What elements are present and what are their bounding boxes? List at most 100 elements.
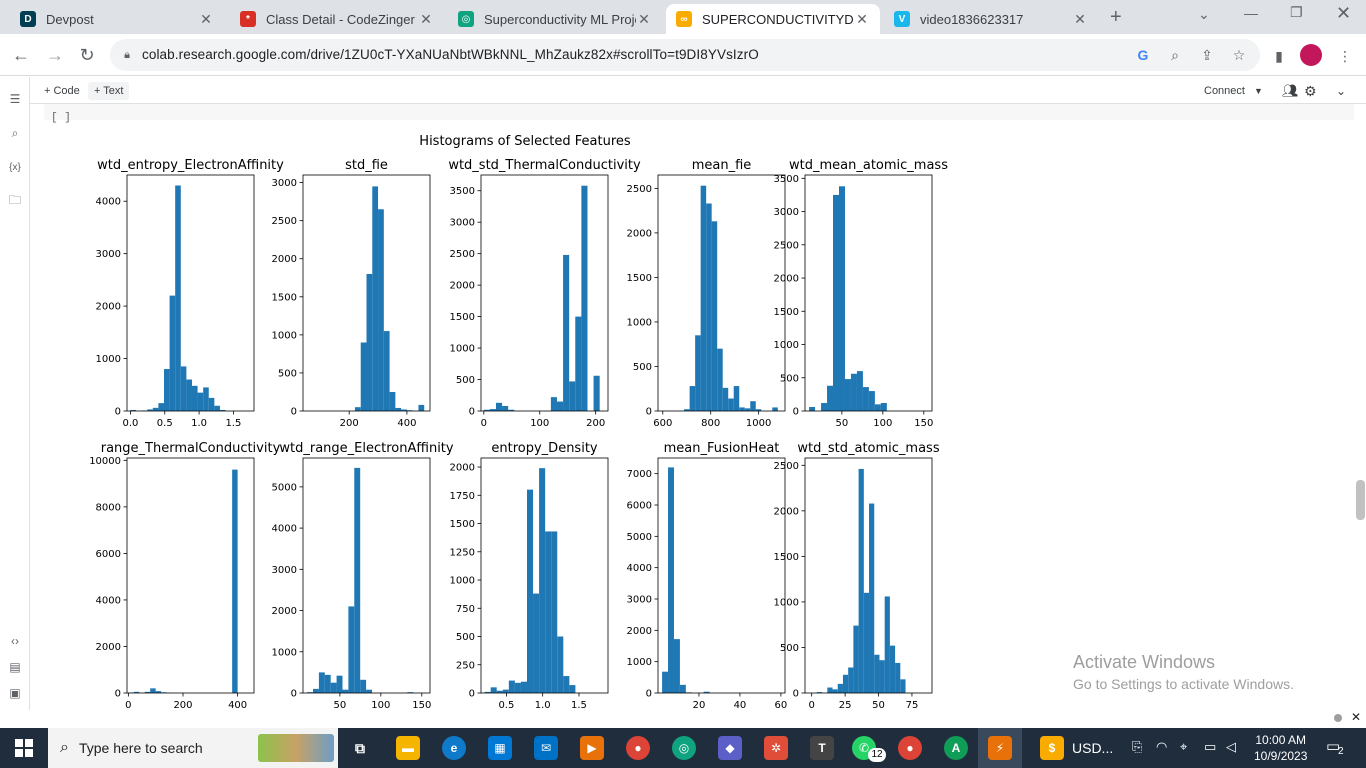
minimize-icon[interactable]: —: [1244, 5, 1258, 21]
histogram-bar: [318, 672, 325, 693]
file-explorer-icon[interactable]: ▬: [396, 736, 420, 760]
lock-icon[interactable]: 🔒︎: [124, 48, 130, 61]
terminal-icon[interactable]: ▣: [9, 686, 21, 700]
location-icon[interactable]: ⌖: [1180, 739, 1188, 754]
y-tick-label: 500: [456, 375, 475, 386]
y-tick-label: 2500: [774, 240, 799, 251]
add-text-button[interactable]: + Text: [88, 82, 130, 100]
taskbar-clock[interactable]: 10:00 AM 10/9/2023: [1254, 732, 1307, 764]
close-tab-icon[interactable]: ✕: [420, 10, 432, 27]
histogram-bar: [869, 503, 875, 693]
command-palette-icon[interactable]: ▤: [9, 660, 21, 674]
notification-icon[interactable]: ▭: [1326, 738, 1341, 755]
forward-arrow-icon[interactable]: →: [46, 44, 64, 65]
battery-icon[interactable]: ▭: [1204, 739, 1217, 754]
axes-frame: [302, 457, 431, 694]
mail-icon[interactable]: ✉: [534, 736, 558, 760]
bookmark-star-icon[interactable]: ☆: [1232, 46, 1246, 63]
share-icon[interactable]: ⇪: [1201, 46, 1213, 63]
histogram-bar: [889, 645, 896, 693]
restore-icon[interactable]: ❐: [1290, 4, 1303, 20]
chatgpt-app-icon[interactable]: ◎: [672, 736, 696, 760]
variables-icon[interactable]: {x}: [9, 161, 21, 173]
axes-frame: [126, 457, 255, 694]
google-icon[interactable]: G: [1137, 47, 1149, 63]
profile-avatar[interactable]: [1300, 44, 1322, 66]
histogram-bar: [520, 681, 527, 693]
start-button[interactable]: [0, 728, 48, 768]
connect-button[interactable]: Connect: [1204, 85, 1245, 97]
share-people-icon[interactable]: 👥︎: [1282, 83, 1299, 98]
collapse-chevron-icon[interactable]: ⌄: [1336, 84, 1347, 98]
store-icon[interactable]: ▦: [488, 736, 512, 760]
axes-frame: [480, 457, 609, 694]
url-text[interactable]: colab.research.google.com/drive/1ZU0cT-Y…: [142, 47, 759, 62]
x-tick-label: 100: [371, 700, 390, 710]
back-arrow-icon[interactable]: ←: [12, 44, 30, 65]
new-tab-button[interactable]: +: [1110, 6, 1122, 28]
histogram-bar: [147, 409, 153, 411]
chrome-profile-icon[interactable]: ●: [898, 736, 922, 760]
close-tab-icon[interactable]: ✕: [638, 10, 650, 27]
task-view-icon[interactable]: ⧉: [355, 739, 365, 756]
code-snippets-icon[interactable]: ‹›: [11, 634, 19, 648]
search-icon: ⌕: [60, 739, 69, 756]
app-red-icon[interactable]: ✲: [764, 736, 788, 760]
wifi-icon[interactable]: ◠: [1156, 739, 1168, 754]
close-tab-icon[interactable]: ✕: [200, 10, 212, 27]
app-t-icon[interactable]: T: [810, 736, 834, 760]
edge-icon[interactable]: e: [442, 736, 466, 760]
histogram-bar: [556, 401, 564, 411]
cell-run-indicator[interactable]: [ ]: [51, 112, 71, 124]
y-tick-label: 2000: [450, 281, 475, 292]
histogram-bar: [378, 209, 384, 411]
browser-tab-4[interactable]: ∞ SUPERCONDUCTIVITYDATA.✕: [666, 4, 880, 34]
histogram-bar: [401, 409, 407, 411]
close-tab-icon[interactable]: ✕: [856, 10, 868, 27]
histogram-bar: [495, 402, 503, 411]
histogram-bar: [508, 680, 515, 693]
side-panel-icon[interactable]: ▮: [1275, 47, 1283, 64]
browser-tab-1[interactable]: D Devpost ✕: [10, 4, 224, 34]
tray-usd-label[interactable]: USD...: [1072, 740, 1114, 756]
folder-icon[interactable]: 🗀: [8, 192, 21, 207]
omnibox[interactable]: 🔒︎ colab.research.google.com/drive/1ZU0c…: [110, 39, 1260, 71]
active-app-icon[interactable]: ⚡: [988, 736, 1012, 760]
reload-icon[interactable]: ↻: [79, 44, 95, 65]
y-tick-label: 3000: [96, 249, 121, 260]
clipchamp-icon[interactable]: ◆: [718, 736, 742, 760]
settings-gear-icon[interactable]: ⚙: [1304, 82, 1317, 99]
chrome-profile-a-icon[interactable]: A: [944, 736, 968, 760]
volume-icon[interactable]: ◁: [1226, 739, 1236, 754]
kebab-menu-icon[interactable]: ⋮: [1338, 47, 1352, 64]
currency-icon[interactable]: $: [1040, 736, 1064, 760]
browser-tab-2[interactable]: * Class Detail - CodeZinger ✕: [230, 4, 444, 34]
histogram-bar: [717, 348, 723, 411]
browser-tab-3[interactable]: ◎ Superconductivity ML Proje ✕: [448, 4, 662, 34]
y-tick-label: 1750: [450, 491, 475, 502]
zoom-icon[interactable]: ⌕: [1171, 46, 1179, 63]
code-cell[interactable]: [44, 104, 1354, 120]
connect-dropdown-icon[interactable]: ▼: [1254, 86, 1263, 96]
histogram-bar: [821, 403, 828, 411]
chrome-icon[interactable]: ●: [626, 736, 650, 760]
close-panel-icon[interactable]: ✕: [1351, 710, 1362, 724]
histogram-bar: [557, 636, 564, 693]
meet-now-icon[interactable]: ⎘: [1132, 739, 1143, 754]
x-tick-label: 50: [872, 700, 885, 710]
media-player-icon[interactable]: ▶: [580, 736, 604, 760]
histogram-bar: [175, 185, 181, 411]
page-scrollbar[interactable]: [1356, 480, 1365, 520]
close-window-icon[interactable]: ✕: [1336, 3, 1352, 23]
add-code-button[interactable]: + Code: [44, 85, 80, 97]
histogram-bar: [827, 385, 834, 411]
close-tab-icon[interactable]: ✕: [1074, 10, 1086, 27]
toc-icon[interactable]: ☰: [9, 92, 21, 106]
y-tick-label: 1500: [774, 307, 799, 318]
devpost-icon: D: [20, 11, 36, 27]
tab-search-icon[interactable]: ⌄: [1198, 6, 1210, 22]
search-icon[interactable]: ⌕: [11, 125, 19, 140]
taskbar-search[interactable]: ⌕ Type here to search: [48, 728, 338, 768]
colab-toolbar: + Code + Text Connect ▼ 👥︎ ⚙ ⌄: [0, 77, 1366, 104]
